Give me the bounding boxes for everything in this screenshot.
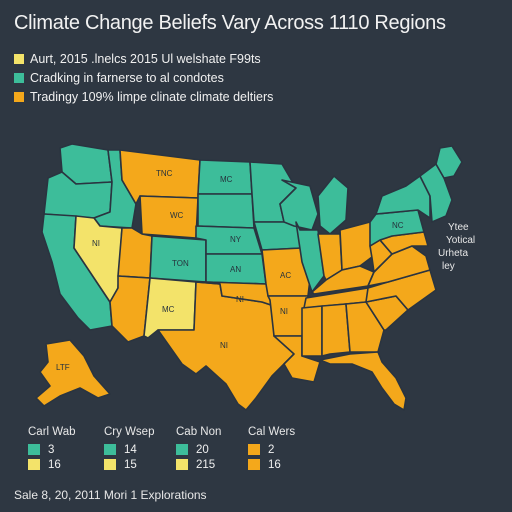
bottom-legend-value: 16 bbox=[268, 458, 281, 471]
bottom-legend-row: 20 bbox=[176, 442, 221, 457]
east-annotation-line1: Ytee bbox=[448, 222, 469, 233]
state-nc[interactable] bbox=[365, 269, 437, 311]
bottom-legend-row: 16 bbox=[248, 457, 295, 472]
state-label-ne: NY bbox=[230, 235, 242, 244]
state-label-mt: TNC bbox=[156, 169, 173, 178]
state-ny[interactable] bbox=[375, 175, 431, 219]
state-wy[interactable] bbox=[139, 195, 199, 239]
state-me[interactable] bbox=[435, 145, 463, 179]
bottom-legend-value: 16 bbox=[48, 458, 61, 471]
top-legend: Aurt, 2015 .lnelcs 2015 Ul welshate F99t… bbox=[14, 50, 273, 107]
state-label-ar: NI bbox=[280, 307, 288, 316]
bottom-legend-value: 15 bbox=[124, 458, 137, 471]
state-wi[interactable] bbox=[279, 179, 319, 231]
legend-label: Cradking in farnerse to al condotes bbox=[30, 71, 224, 85]
state-label-co: TON bbox=[172, 259, 189, 268]
bottom-legend-value: 20 bbox=[196, 443, 209, 456]
state-label-ak: LTF bbox=[56, 363, 70, 372]
state-sd[interactable] bbox=[197, 193, 255, 229]
bottom-legend-swatch bbox=[28, 459, 40, 470]
bottom-legend-row: 2 bbox=[248, 442, 295, 457]
state-fl[interactable] bbox=[319, 351, 407, 411]
bottom-legend-title: Cal Wers bbox=[248, 426, 296, 438]
legend-swatch bbox=[14, 73, 24, 83]
bottom-legend-row: 16 bbox=[28, 457, 76, 472]
state-label-ks: AN bbox=[230, 265, 241, 274]
legend-swatch bbox=[14, 54, 24, 64]
state-ga[interactable] bbox=[345, 301, 385, 353]
legend-row-teal: Cradking in farnerse to al condotes bbox=[14, 69, 273, 87]
bottom-legend-value: 2 bbox=[268, 443, 275, 456]
bottom-legend-swatch bbox=[176, 459, 188, 470]
state-mi[interactable] bbox=[317, 175, 349, 235]
legend-row-orange: Tradingy 109% limpe clinate climate delt… bbox=[14, 88, 273, 106]
bottom-legend-row: 14 bbox=[104, 442, 154, 457]
legend-row-yellow: Aurt, 2015 .lnelcs 2015 Ul welshate F99t… bbox=[14, 50, 273, 68]
bottom-legend-column: Cry Wsep 14 15 bbox=[104, 426, 154, 472]
bottom-legend-swatch bbox=[248, 444, 260, 455]
bottom-legend-column: Cal Wers 2 16 bbox=[248, 426, 295, 472]
bottom-legend-swatch bbox=[104, 459, 116, 470]
state-label-nd: MC bbox=[220, 175, 233, 184]
bottom-legend-value: 3 bbox=[48, 443, 55, 456]
state-ky[interactable] bbox=[311, 265, 375, 295]
state-label-wy: WC bbox=[170, 211, 184, 220]
legend-label: Aurt, 2015 .lnelcs 2015 Ul welshate F99t… bbox=[30, 52, 261, 66]
bottom-legend-value: 14 bbox=[124, 443, 137, 456]
state-ak[interactable] bbox=[35, 339, 111, 407]
east-annotation-line3: Urheta bbox=[438, 248, 468, 259]
state-label-nm: MC bbox=[162, 305, 175, 314]
state-label-pa: NC bbox=[392, 221, 404, 230]
state-label-nv: NI bbox=[92, 239, 100, 248]
legend-swatch bbox=[14, 92, 24, 102]
bottom-legend-column: Carl Wab 3 16 bbox=[28, 426, 76, 472]
bottom-legend-swatch bbox=[248, 459, 260, 470]
bottom-legend-row: 15 bbox=[104, 457, 154, 472]
east-annotation-line4: ley bbox=[442, 261, 455, 272]
map-title: Climate Change Beliefs Vary Across 1110 … bbox=[14, 12, 446, 34]
bottom-legend-row: 215 bbox=[176, 457, 221, 472]
legend-label: Tradingy 109% limpe clinate climate delt… bbox=[30, 90, 274, 104]
bottom-legend-row: 3 bbox=[28, 442, 76, 457]
bottom-legend-column: Cab Non 20 215 bbox=[176, 426, 221, 472]
state-ms[interactable] bbox=[301, 305, 323, 357]
east-annotation-line2: Yotical bbox=[446, 235, 475, 246]
bottom-legend-title: Cab Non bbox=[176, 426, 222, 438]
state-label-mo: AC bbox=[280, 271, 291, 280]
bottom-legend-swatch bbox=[104, 444, 116, 455]
footer-source: Sale 8, 20, 2011 Mori 1 Explorations bbox=[14, 488, 207, 502]
state-oh[interactable] bbox=[339, 221, 377, 271]
bottom-legend: Carl Wab 3 16 Cry Wsep 14 15 Cab Non bbox=[0, 426, 512, 476]
bottom-legend-title: Cry Wsep bbox=[104, 426, 155, 438]
state-ut[interactable] bbox=[117, 227, 153, 279]
state-label-tx: NI bbox=[220, 341, 228, 350]
state-label-ok: NI bbox=[236, 295, 244, 304]
state-ne[interactable] bbox=[195, 225, 263, 255]
bottom-legend-value: 215 bbox=[196, 458, 216, 471]
bottom-legend-title: Carl Wab bbox=[28, 426, 76, 438]
bottom-legend-swatch bbox=[28, 444, 40, 455]
bottom-legend-swatch bbox=[176, 444, 188, 455]
state-al[interactable] bbox=[321, 303, 351, 357]
